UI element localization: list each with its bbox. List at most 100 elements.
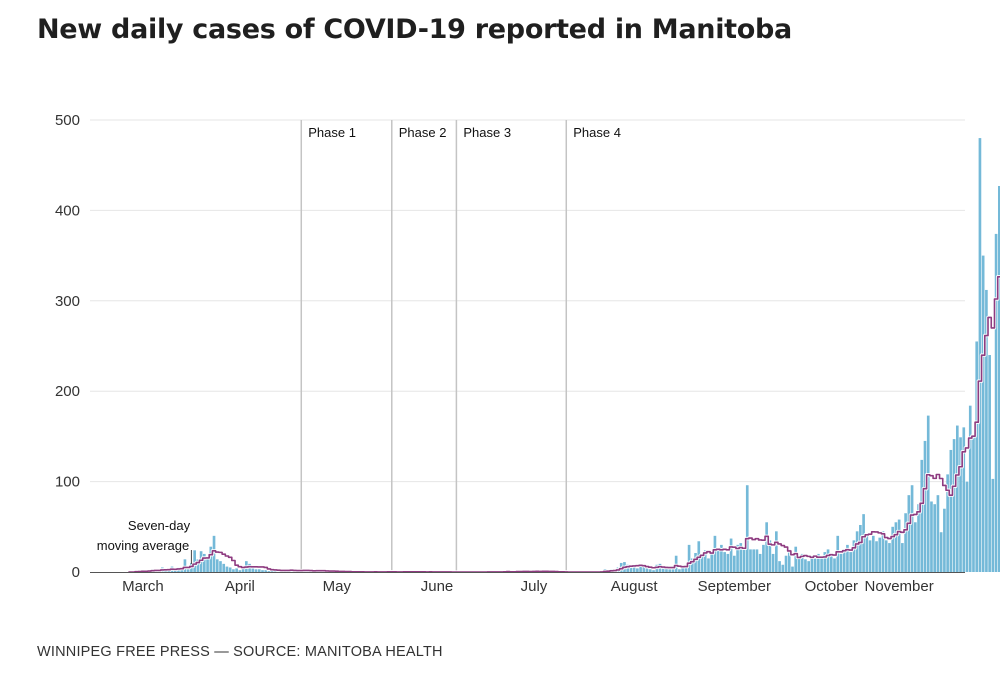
daily-case-bar xyxy=(910,485,914,572)
daily-case-bar xyxy=(225,566,229,572)
daily-case-bar xyxy=(222,563,226,572)
daily-case-bar xyxy=(826,549,830,572)
daily-case-bar xyxy=(913,522,917,572)
daily-case-bar xyxy=(209,546,213,572)
daily-case-bar xyxy=(962,427,966,572)
daily-case-bar xyxy=(636,568,639,572)
x-tick-label: May xyxy=(323,578,352,595)
daily-case-bar xyxy=(994,233,998,572)
daily-case-bar xyxy=(846,544,849,572)
daily-case-bar xyxy=(723,552,726,572)
daily-case-bar xyxy=(254,569,258,572)
daily-case-bar xyxy=(671,569,675,572)
daily-case-bar xyxy=(852,540,856,572)
daily-case-bar xyxy=(959,437,962,572)
daily-case-bar xyxy=(901,543,904,572)
daily-case-bar xyxy=(755,549,759,572)
daily-case-bar xyxy=(878,537,882,572)
daily-case-bar xyxy=(791,566,794,572)
daily-case-bar xyxy=(855,531,859,572)
daily-case-bar xyxy=(955,425,959,572)
daily-case-bar xyxy=(794,546,798,572)
daily-case-bar xyxy=(196,559,200,572)
daily-case-bar xyxy=(173,570,177,572)
daily-case-bar xyxy=(991,478,995,572)
daily-case-bar xyxy=(668,569,672,572)
moving-average-layer xyxy=(128,275,1000,574)
daily-case-bar xyxy=(716,549,720,572)
daily-case-bar xyxy=(810,555,814,572)
phase-label: Phase 2 xyxy=(399,125,447,140)
daily-case-bar xyxy=(251,568,255,572)
phase-lines: Phase 1 Phase 2 Phase 3 Phase 4 xyxy=(300,120,621,572)
daily-case-bar xyxy=(968,405,972,572)
daily-case-bar xyxy=(733,555,736,572)
daily-case-bar xyxy=(642,565,646,572)
daily-case-bar xyxy=(946,474,949,572)
daily-case-bar xyxy=(923,440,927,572)
daily-case-bar xyxy=(771,553,775,572)
daily-case-bar xyxy=(888,543,891,572)
daily-case-bar xyxy=(661,567,665,572)
daily-case-bar xyxy=(813,558,817,572)
annotation-text: moving average xyxy=(97,538,190,553)
daily-case-bar xyxy=(678,569,681,572)
daily-case-bar xyxy=(952,439,956,572)
daily-case-bar xyxy=(762,544,765,572)
daily-case-bar xyxy=(817,553,820,572)
daily-case-bar xyxy=(807,561,810,572)
daily-case-bar xyxy=(926,415,930,572)
daily-case-bar xyxy=(842,549,846,572)
moving-average-line xyxy=(128,275,1000,573)
daily-case-bar xyxy=(765,522,768,572)
daily-case-bar xyxy=(710,553,714,572)
chart-svg: Phase 1 Phase 2 Phase 3 Phase 4 0 100 200 300 4… xyxy=(55,112,1000,595)
daily-case-bar xyxy=(949,449,953,572)
daily-case-bar xyxy=(784,555,788,572)
daily-case-bar xyxy=(193,550,196,572)
daily-case-bar xyxy=(652,570,655,572)
annotation-text: Seven-day xyxy=(128,518,191,533)
x-tick-label: July xyxy=(521,578,548,595)
daily-case-bar xyxy=(648,569,652,572)
daily-case-bar xyxy=(241,566,245,572)
daily-case-bar xyxy=(939,532,943,572)
daily-case-bar xyxy=(694,553,697,572)
daily-case-bar xyxy=(904,513,907,572)
daily-case-bar xyxy=(891,526,895,572)
gridlines xyxy=(90,119,965,483)
x-tick-label: October xyxy=(805,578,858,595)
daily-case-bar xyxy=(700,555,704,572)
daily-case-bar xyxy=(742,549,746,572)
daily-case-bar xyxy=(749,549,752,572)
daily-case-bar xyxy=(228,567,232,572)
daily-case-bar xyxy=(897,519,901,572)
y-tick-label: 100 xyxy=(55,474,80,491)
daily-case-bar xyxy=(981,255,985,572)
daily-case-bar xyxy=(820,557,823,572)
daily-case-bar xyxy=(629,566,633,572)
daily-case-bar xyxy=(778,561,781,572)
daily-case-bar xyxy=(823,552,827,572)
axes: 0 100 200 300 400 500 March April May June July Aug… xyxy=(55,112,965,595)
daily-case-bar xyxy=(703,550,707,572)
y-tick-label: 0 xyxy=(72,564,80,581)
daily-case-bar xyxy=(736,544,739,572)
daily-case-bar xyxy=(681,567,684,572)
daily-case-bar xyxy=(920,459,924,572)
daily-case-bar xyxy=(787,549,791,572)
phase-label: Phase 3 xyxy=(463,125,511,140)
daily-case-bar xyxy=(267,571,271,572)
daily-case-bar xyxy=(871,535,875,572)
daily-case-bar xyxy=(775,531,778,572)
daily-case-bar xyxy=(232,569,235,572)
daily-case-bar xyxy=(206,558,209,572)
x-tick-label: June xyxy=(421,578,454,595)
x-tick-label: September xyxy=(698,578,771,595)
daily-case-bar xyxy=(257,569,261,572)
daily-case-bar xyxy=(261,570,264,572)
daily-case-bar xyxy=(881,531,885,572)
x-tick-label: April xyxy=(225,578,255,595)
daily-case-bar xyxy=(859,524,862,572)
daily-case-bar xyxy=(972,436,975,572)
